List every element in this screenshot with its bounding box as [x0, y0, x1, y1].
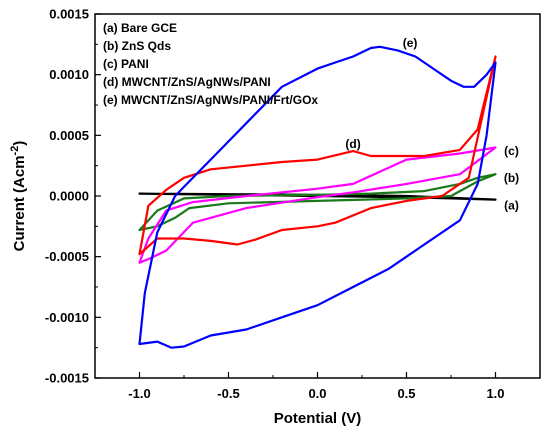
curve-label: (a): [504, 199, 519, 213]
legend-entry: (b) ZnS Qds: [103, 39, 171, 53]
series-line-c: [138, 146, 497, 264]
y-axis: -0.0015 -0.0010 -0.0005 0.0000 0.0005 0.0010 0…: [45, 7, 101, 386]
x-tick-label: -1.0: [128, 386, 150, 401]
legend-entry: (e) MWCNT/ZnS/AgNWs/PANI/Frt/GOx: [103, 93, 318, 107]
y-tick-label: -0.0015: [45, 371, 89, 386]
x-tick-label: 0.0: [308, 386, 326, 401]
x-axis: -1.0 -0.5 0.0 0.5 1.0: [94, 372, 541, 401]
curve-label: (c): [504, 144, 519, 158]
legend-entry: (a) Bare GCE: [103, 21, 177, 35]
y-tick-label: -0.0005: [45, 249, 89, 264]
y-axis-label-exponent: -2: [9, 146, 21, 156]
y-tick-label: 0.0005: [49, 128, 89, 143]
legend-entry: (d) MWCNT/ZnS/AgNWs/PANI: [103, 75, 271, 89]
plot-area: [138, 45, 497, 349]
curve-label: (e): [403, 36, 418, 50]
x-tick-label: -0.5: [217, 386, 239, 401]
y-tick-label: 0.0010: [49, 67, 89, 82]
curve-label: (d): [345, 137, 360, 151]
series-line-e: [138, 45, 497, 349]
y-axis-label-close: ): [11, 141, 28, 146]
legend: (a) Bare GCE (b) ZnS Qds (c) PANI (d) MWCNT…: [103, 21, 318, 107]
curve-labels: (a) (b) (c) (d) (e): [345, 36, 519, 213]
y-axis-label-main: Current (Acm: [11, 155, 28, 251]
series-line-d: [138, 55, 497, 256]
y-tick-label: -0.0010: [45, 310, 89, 325]
series-line-b: [138, 173, 497, 232]
y-tick-label: 0.0015: [49, 7, 89, 22]
x-tick-label: 0.5: [397, 386, 415, 401]
curve-label: (b): [504, 171, 519, 185]
y-tick-label: 0.0000: [49, 189, 89, 204]
x-axis-label: Potential (V): [274, 410, 362, 427]
x-tick-label: 1.0: [486, 386, 504, 401]
legend-entry: (c) PANI: [103, 57, 149, 71]
y-axis-label: Current (Acm-2): [9, 141, 28, 252]
